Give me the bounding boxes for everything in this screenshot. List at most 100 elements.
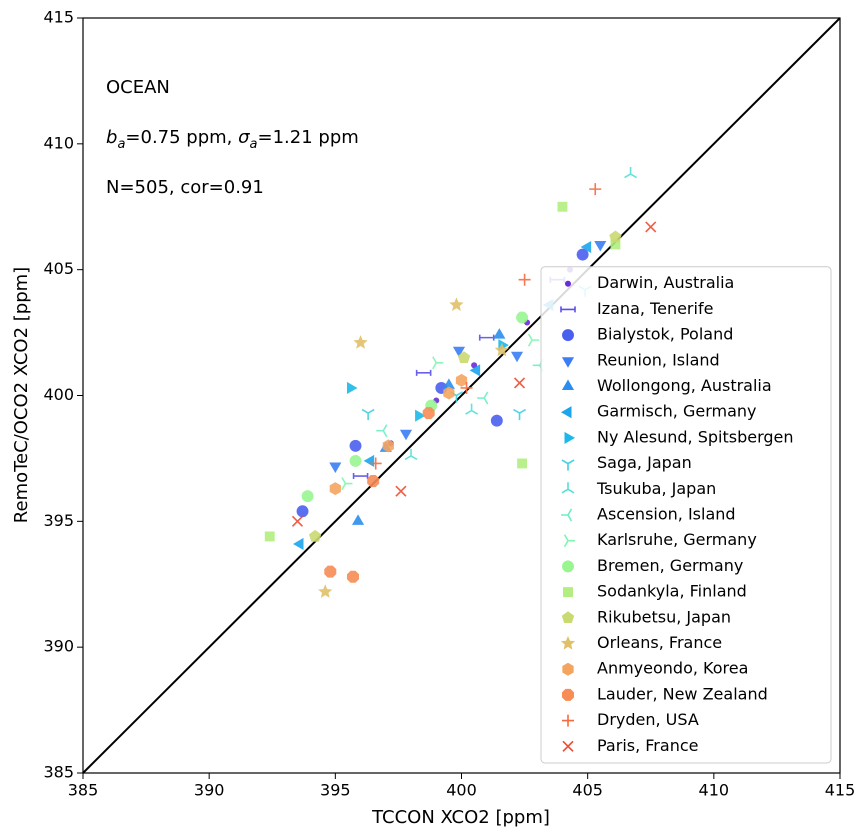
- legend-marker: [562, 740, 574, 752]
- legend-label: Izana, Tenerife: [597, 299, 713, 318]
- data-point: [518, 273, 531, 286]
- legend-label: Darwin, Australia: [597, 273, 734, 292]
- legend-marker: [561, 688, 575, 701]
- x-tick-label: 385: [68, 781, 99, 800]
- data-point: [469, 364, 481, 377]
- x-tick-label: 415: [825, 781, 856, 800]
- legend-marker: [565, 280, 571, 287]
- legend-label: Bialystok, Poland: [597, 325, 733, 344]
- legend-label: Orleans, France: [597, 633, 722, 652]
- data-point: [399, 429, 413, 441]
- data-point: [557, 201, 568, 212]
- legend-label: Saga, Japan: [597, 453, 692, 472]
- data-point: [471, 362, 478, 369]
- data-point: [513, 408, 526, 421]
- legend-label: Sodankyla, Finland: [597, 582, 747, 601]
- data-point: [293, 537, 304, 551]
- legend-label: Tsukuba, Japan: [596, 479, 716, 498]
- legend-label: Lauder, New Zealand: [597, 684, 768, 703]
- data-point: [329, 462, 342, 473]
- legend-marker: [561, 508, 573, 522]
- legend-marker: [561, 406, 572, 419]
- legend-marker: [561, 611, 575, 624]
- data-point: [329, 482, 341, 496]
- y-tick-label: 400: [43, 385, 74, 404]
- data-point: [432, 356, 444, 370]
- data-point: [527, 333, 540, 347]
- data-point: [291, 515, 304, 527]
- region-label: OCEAN: [106, 77, 170, 98]
- legend-marker: [563, 534, 575, 548]
- data-point: [324, 565, 337, 578]
- legend-label: Karlsruhe, Germany: [597, 530, 757, 549]
- legend-marker: [561, 379, 575, 390]
- count-label: N=505, cor=0.91: [106, 177, 264, 198]
- y-tick-label: 385: [43, 763, 74, 782]
- y-tick-label: 415: [43, 8, 74, 27]
- data-point: [589, 183, 602, 196]
- legend-marker: [564, 431, 575, 444]
- data-point: [422, 407, 435, 420]
- data-point: [341, 477, 353, 491]
- legend-marker: [562, 329, 574, 342]
- data-point: [346, 381, 358, 395]
- data-point: [367, 475, 380, 488]
- legend-marker: [561, 357, 575, 368]
- data-point: [594, 241, 607, 252]
- data-point: [349, 454, 362, 467]
- legend-label: Rikubetsu, Japan: [597, 607, 731, 626]
- legend-marker: [563, 587, 573, 598]
- x-tick-label: 400: [446, 781, 477, 800]
- data-point: [349, 439, 362, 452]
- data-point: [624, 167, 638, 179]
- y-tick-label: 405: [43, 259, 74, 278]
- data-point: [308, 529, 322, 542]
- legend-label: Bremen, Germany: [597, 556, 743, 575]
- data-point: [449, 297, 464, 311]
- data-point: [645, 221, 657, 233]
- plot-frame: [82, 17, 841, 774]
- data-point: [460, 381, 473, 394]
- legend-marker: [561, 459, 575, 471]
- data-point: [580, 240, 592, 254]
- data-point: [376, 424, 388, 438]
- data-point: [318, 584, 333, 598]
- legend-label: Ny Alesund, Spitsbergen: [597, 427, 794, 446]
- data-point: [382, 439, 394, 453]
- legend-marker: [562, 560, 574, 573]
- data-point: [576, 248, 589, 261]
- legend-label: Dryden, USA: [597, 710, 699, 729]
- data-point: [352, 473, 369, 480]
- data-point: [452, 346, 466, 358]
- stat-text: =0.75 ppm,: [125, 127, 238, 148]
- data-point: [395, 485, 407, 497]
- data-point: [301, 490, 314, 503]
- data-point: [415, 409, 426, 422]
- legend-label: Ascension, Island: [597, 505, 736, 524]
- legend-marker: [562, 714, 574, 727]
- legend-label: Reunion, Island: [597, 350, 720, 369]
- x-tick-label: 395: [320, 781, 351, 800]
- data-point: [494, 342, 510, 357]
- one-to-one-line: [82, 17, 841, 774]
- stat-symbol: σ: [238, 127, 250, 148]
- data-point: [493, 328, 506, 339]
- data-point: [455, 373, 468, 387]
- data-point: [457, 351, 471, 364]
- data-point: [361, 408, 375, 421]
- stat-subscript: a: [117, 137, 125, 152]
- legend-marker: [560, 306, 576, 313]
- x-axis-label: TCCON XCO2 [ppm]: [371, 807, 550, 828]
- legend-label: Anmyeondo, Korea: [597, 659, 748, 678]
- x-tick-label: 410: [699, 781, 730, 800]
- x-tick-label: 405: [572, 781, 603, 800]
- data-point: [415, 369, 432, 376]
- y-tick-label: 390: [43, 637, 74, 656]
- data-point: [517, 458, 528, 469]
- data-point: [443, 386, 455, 400]
- legend-label: Garmisch, Germany: [597, 402, 757, 421]
- data-point: [510, 351, 524, 363]
- legend-marker: [560, 636, 576, 650]
- data-point: [369, 457, 382, 470]
- data-point: [516, 311, 529, 324]
